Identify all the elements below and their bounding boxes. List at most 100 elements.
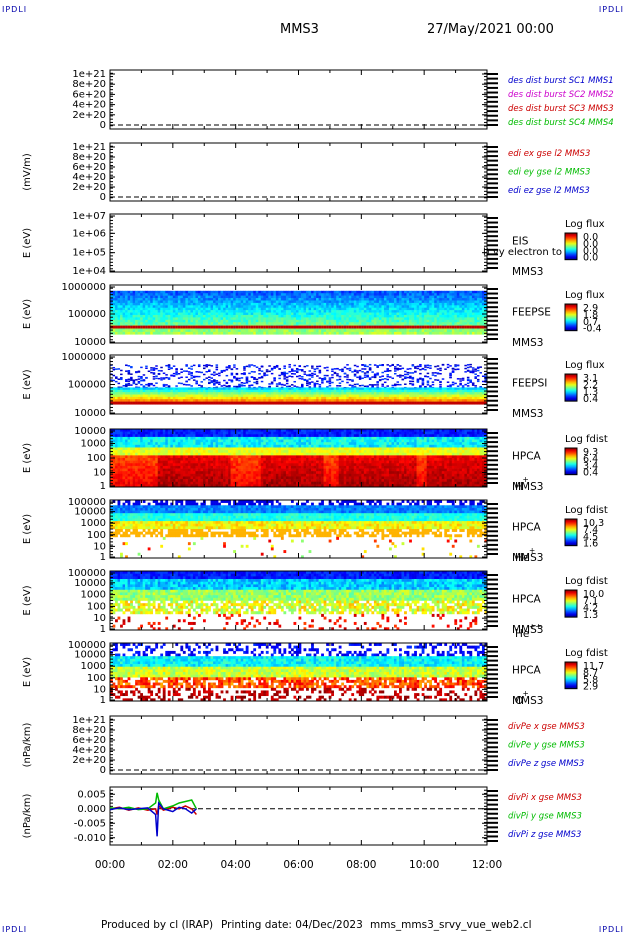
heat-cell xyxy=(167,317,171,321)
heat-cell xyxy=(451,307,455,311)
heat-cell xyxy=(353,293,357,296)
heat-cell xyxy=(303,379,307,382)
heat-cell xyxy=(112,325,116,329)
heat-cell xyxy=(263,389,267,393)
heat-cell xyxy=(152,322,156,325)
heat-cell xyxy=(404,376,407,378)
heat-cell xyxy=(275,325,279,329)
y-tick-label: 1e+21 xyxy=(72,69,106,80)
heat-cell xyxy=(476,290,480,294)
heat-cell xyxy=(288,314,292,318)
heat-cell xyxy=(363,295,367,299)
heat-cell xyxy=(411,399,415,402)
heat-cell xyxy=(308,314,312,318)
heat-cell xyxy=(140,366,143,369)
y-tick-label: 1e+05 xyxy=(72,248,106,259)
heat-cell xyxy=(137,378,141,380)
heat-cell xyxy=(358,307,362,311)
heat-cell xyxy=(373,392,377,395)
heat-cell xyxy=(466,314,470,318)
heat-cell xyxy=(155,302,159,306)
heat-cell xyxy=(145,392,148,395)
heat-cell xyxy=(449,372,452,375)
heat-cell xyxy=(258,386,261,388)
heat-cell xyxy=(311,312,314,316)
heat-cell xyxy=(481,293,485,296)
heat-cell xyxy=(280,392,284,395)
heat-cell xyxy=(343,389,347,393)
heat-cell xyxy=(285,385,289,388)
heat-cell xyxy=(110,295,113,299)
heat-cell xyxy=(411,314,415,318)
heat-cell xyxy=(326,312,329,316)
heat-cell xyxy=(140,394,143,398)
heat-cell xyxy=(331,290,334,294)
heat-cell xyxy=(306,329,309,333)
heat-cell xyxy=(313,370,317,373)
heat-cell xyxy=(145,331,148,335)
heat-cell xyxy=(180,300,184,304)
heat-cell xyxy=(396,325,400,329)
heat-cell xyxy=(386,314,390,318)
heat-cell xyxy=(474,331,478,335)
heat-cell xyxy=(127,399,131,402)
heat-cell xyxy=(290,331,294,335)
heat-cell xyxy=(474,307,478,311)
heat-cell xyxy=(434,314,438,318)
heat-cell xyxy=(245,322,249,325)
heat-cell xyxy=(409,375,412,378)
heat-cell xyxy=(396,295,400,299)
heat-cell xyxy=(368,314,372,318)
heat-cell xyxy=(155,367,158,370)
heat-cell xyxy=(233,319,236,323)
heat-cell xyxy=(368,298,372,301)
heat-cell xyxy=(202,325,206,329)
heat-cell xyxy=(411,290,415,294)
heat-cell xyxy=(409,310,412,313)
heat-cell xyxy=(182,298,186,301)
heat-cell xyxy=(253,310,257,313)
heat-cell xyxy=(115,396,118,400)
heat-cell xyxy=(404,389,407,393)
heat-cell xyxy=(243,300,247,304)
heat-cell xyxy=(290,317,294,321)
heat-cell xyxy=(132,325,136,329)
colorbar-title: Log flux xyxy=(565,219,605,230)
heat-cell xyxy=(162,325,166,329)
heat-cell xyxy=(182,310,186,313)
heat-cell xyxy=(263,322,267,325)
heat-cell xyxy=(243,389,247,393)
heat-cell xyxy=(110,300,113,304)
heat-cell xyxy=(381,317,385,321)
heat-cell xyxy=(373,300,377,304)
heat-cell xyxy=(162,322,166,325)
heat-cell xyxy=(358,399,362,402)
heat-cell xyxy=(150,369,153,371)
heat-cell xyxy=(130,384,133,386)
heat-cell xyxy=(182,370,186,372)
heat-cell xyxy=(346,298,350,301)
heat-cell xyxy=(471,290,475,294)
heat-cell xyxy=(270,329,274,333)
heat-cell xyxy=(328,396,332,400)
heat-cell xyxy=(120,317,123,321)
heat-cell xyxy=(348,367,352,370)
heat-cell xyxy=(419,295,422,299)
heat-cell xyxy=(127,314,131,318)
heat-cell xyxy=(368,378,372,380)
heat-cell xyxy=(361,371,364,373)
heat-cell xyxy=(137,325,141,329)
heat-cell xyxy=(311,307,314,311)
heat-cell xyxy=(278,394,282,398)
heat-cell xyxy=(416,305,420,309)
heat-cell xyxy=(348,295,352,299)
heat-cell xyxy=(202,322,206,325)
heat-cell xyxy=(373,364,377,366)
heat-cell xyxy=(376,394,380,398)
heat-cell xyxy=(441,302,445,306)
heat-cell xyxy=(441,305,445,309)
heat-cell xyxy=(444,387,448,391)
heat-cell xyxy=(459,305,463,309)
heat-cell xyxy=(117,312,121,316)
heat-cell xyxy=(243,399,247,402)
